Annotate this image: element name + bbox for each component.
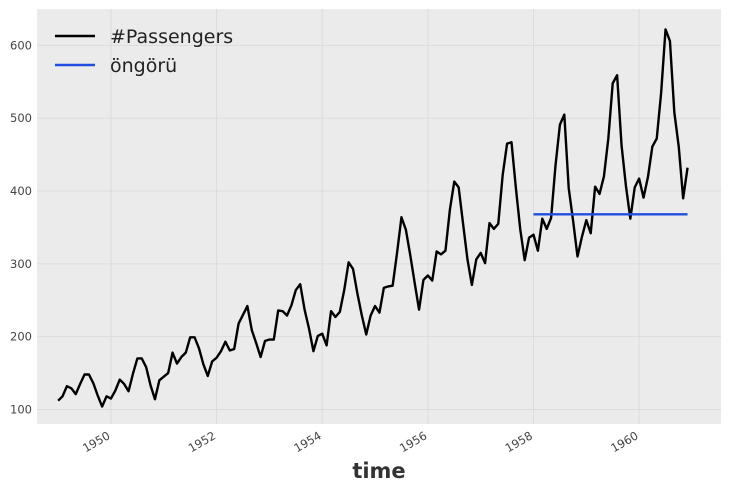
x-tick-label: 1952 xyxy=(186,428,218,455)
x-tick-label: 1950 xyxy=(80,428,112,455)
series-layer xyxy=(57,28,689,408)
plot-background xyxy=(37,9,721,424)
y-tick-label: 200 xyxy=(10,330,32,344)
legend-label: #Passengers xyxy=(110,26,233,48)
y-tick-label: 600 xyxy=(10,38,32,52)
x-tick-label: 1960 xyxy=(608,428,640,455)
y-tick-label: 300 xyxy=(10,257,32,271)
x-axis-label: time xyxy=(352,459,405,483)
x-tick-label: 1958 xyxy=(503,428,535,455)
y-tick-label: 500 xyxy=(10,111,32,125)
x-tick-label: 1956 xyxy=(397,428,429,455)
grid-lines xyxy=(37,9,721,424)
y-tick-label: 100 xyxy=(10,402,32,416)
legend: #Passengers öngörü xyxy=(55,26,233,77)
x-tick-label: 1954 xyxy=(291,428,323,455)
y-tick-label: 400 xyxy=(10,184,32,198)
legend-label: öngörü xyxy=(110,55,177,77)
series-line-1 xyxy=(57,28,689,408)
